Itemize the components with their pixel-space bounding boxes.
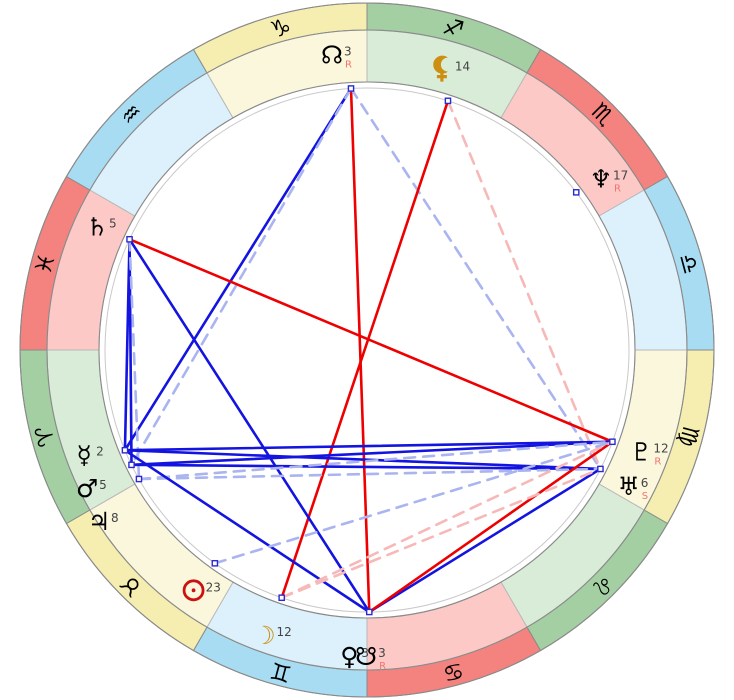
aspect-line-black-moon-lilith-to-moon: [280, 99, 450, 600]
planet-glyph-jupiter: ♃: [88, 507, 110, 536]
planet-degree-mars: 5: [99, 478, 107, 492]
aspect-lines: [123, 87, 614, 614]
lilith-cross: [436, 70, 447, 82]
planet-sun[interactable]: 23: [182, 579, 221, 602]
planet-south-node[interactable]: ☋ 3R: [355, 642, 386, 672]
planet-degree-south-node: 3: [378, 646, 386, 660]
aspect-line-saturn-to-venus: [128, 237, 371, 614]
aspect-line-saturn-to-mars: [128, 237, 133, 467]
planet-degree-moon: 12: [276, 625, 291, 639]
aspect-line-jupiter-to-uranus: [137, 467, 602, 481]
planet-degree-north-node: 3: [344, 45, 352, 59]
ring-circle-1: [46, 29, 688, 671]
planet-venus[interactable]: ♀ 3: [340, 642, 369, 671]
aspect-line-mars-to-uranus: [130, 463, 602, 471]
aspect-line-mars-to-pluto: [130, 440, 614, 467]
planet-glyph-pluto: ♇: [630, 437, 652, 466]
planet-motion-north-node: R: [345, 60, 352, 71]
planet-mars[interactable]: ♂ 5: [76, 474, 107, 503]
planet-degree-sun: 23: [206, 580, 221, 594]
planet-glyph-north-node: ☊: [321, 41, 343, 70]
planet-degree-black-moon-lilith: 14: [455, 60, 470, 74]
zodiac-outer-ring: [19, 2, 715, 698]
planet-glyph-mars: ♂: [76, 474, 98, 503]
planet-glyph-mercury: ☿: [76, 440, 91, 469]
planet-marker-black-moon-lilith[interactable]: [444, 97, 452, 105]
planet-marker-mercury[interactable]: [121, 446, 129, 454]
planet-marker-neptune[interactable]: [572, 189, 580, 196]
planet-motion-south-node: R: [379, 661, 386, 672]
aspect-line-venus-to-mercury: [123, 448, 371, 614]
planet-marker-north-node[interactable]: [347, 85, 355, 92]
planet-uranus[interactable]: ♅ 6S: [617, 472, 648, 502]
planet-marker-pluto[interactable]: [609, 438, 616, 446]
planet-motion-pluto: R: [654, 456, 661, 467]
planet-degree-jupiter: 8: [111, 511, 119, 525]
aspect-line-north-node-to-venus: [349, 87, 371, 614]
aspect-line-moon-to-uranus: [280, 467, 602, 600]
planet-marker-uranus[interactable]: [597, 465, 604, 473]
planet-mercury[interactable]: ☿ 2: [76, 440, 103, 469]
aspect-line-venus-to-pluto: [367, 440, 614, 614]
planet-position-markers: [121, 85, 616, 616]
planet-motion-neptune: R: [614, 184, 621, 195]
planet-glyph-moon: ☽: [253, 621, 275, 650]
planet-black-moon-lilith[interactable]: 14: [433, 55, 470, 82]
planet-glyph-venus: ♀: [340, 642, 358, 671]
planet-marker-mars[interactable]: [128, 461, 135, 469]
planet-degree-mercury: 2: [96, 444, 104, 458]
ring-boundary-circles: [19, 2, 715, 698]
aspect-line-saturn-to-jupiter: [128, 237, 141, 481]
planet-motion-uranus: S: [642, 491, 648, 502]
planet-glyph-neptune: ♆: [590, 165, 612, 194]
aspect-line-north-node-to-mercury: [123, 87, 353, 452]
aspect-line-mercury-to-pluto: [123, 440, 614, 452]
aspect-line-moon-to-pluto: [280, 440, 614, 600]
planet-marker-saturn[interactable]: [126, 235, 133, 243]
planet-moon[interactable]: ☽ 12: [253, 621, 291, 650]
planet-glyph-saturn: ♄: [86, 213, 108, 242]
aspect-line-venus-to-uranus: [367, 467, 602, 614]
planet-marker-moon[interactable]: [278, 594, 286, 602]
aspect-line-saturn-to-pluto: [128, 237, 614, 444]
aspect-line-sun-to-pluto: [213, 440, 614, 565]
planet-glyph-south-node: ☋: [355, 642, 377, 671]
planet-marker-venus[interactable]: [365, 608, 373, 616]
ring-circle-2: [98, 81, 636, 619]
planet-pluto[interactable]: ♇ 12R: [630, 437, 668, 467]
zodiac-inner-ring: [46, 29, 688, 671]
aspect-line-north-node-to-uranus: [349, 87, 602, 471]
planet-glyph-uranus: ♅: [617, 472, 639, 501]
planet-saturn[interactable]: ♄ 5: [86, 213, 117, 242]
ring-circle-0: [19, 2, 715, 698]
planet-degree-saturn: 5: [109, 217, 117, 231]
planet-jupiter[interactable]: ♃ 8: [88, 507, 119, 536]
aspect-line-black-moon-lilith-to-uranus: [446, 99, 602, 471]
sun-outer-circle: [182, 579, 205, 602]
sun-center-dot: [191, 588, 196, 593]
planet-neptune[interactable]: ♆ 17R: [590, 165, 628, 195]
planet-degree-venus: 3: [361, 646, 369, 660]
aspect-line-north-node-to-mars: [130, 87, 353, 467]
planet-marker-jupiter[interactable]: [135, 475, 143, 483]
aspect-line-jupiter-to-pluto: [137, 440, 614, 481]
planet-degree-pluto: 12: [653, 441, 668, 455]
planet-marker-sun[interactable]: [211, 559, 219, 567]
aspect-line-mercury-to-uranus: [123, 448, 602, 471]
lilith-crescent: [433, 55, 448, 74]
planet-degree-neptune: 17: [613, 169, 628, 183]
planet-north-node[interactable]: ☊ 3R: [321, 41, 352, 71]
planet-degree-uranus: 6: [641, 476, 649, 490]
